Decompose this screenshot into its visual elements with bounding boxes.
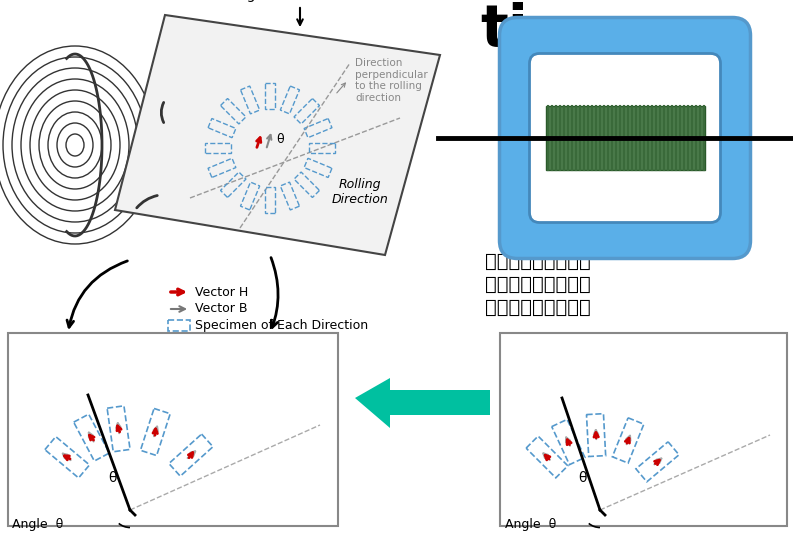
- Text: Vector H: Vector H: [195, 286, 248, 299]
- Bar: [168, 320, 190, 331]
- Text: 磁束密度と磁界強度: 磁束密度と磁界強度: [485, 275, 591, 294]
- Text: Angle  θ: Angle θ: [505, 518, 556, 531]
- Polygon shape: [355, 378, 490, 428]
- Text: ベクトル: ベクトル: [245, 403, 298, 423]
- Text: Rolling
Direction: Rolling Direction: [331, 178, 389, 206]
- Bar: [8, 333, 338, 526]
- FancyBboxPatch shape: [530, 53, 721, 223]
- Text: Vector B: Vector B: [195, 302, 247, 316]
- Text: Specimen of Each Direction: Specimen of Each Direction: [195, 319, 368, 333]
- Text: 単板磁気測定器では: 単板磁気測定器では: [485, 252, 591, 271]
- Text: θ: θ: [108, 471, 117, 485]
- Text: Direction
perpendicular
to the rolling
direction: Direction perpendicular to the rolling d…: [355, 58, 427, 103]
- Text: 大きさの関係を計測: 大きさの関係を計測: [485, 298, 591, 317]
- FancyBboxPatch shape: [500, 18, 750, 258]
- Polygon shape: [115, 15, 440, 255]
- Text: ti: ti: [480, 2, 528, 59]
- Text: 的な関係: 的な関係: [245, 423, 298, 443]
- Text: 実際は: 実際は: [245, 383, 285, 403]
- Text: θ: θ: [578, 471, 587, 485]
- Text: Angle  θ: Angle θ: [12, 518, 63, 531]
- Text: Magnetic Steel Sheet: Magnetic Steel Sheet: [226, 0, 374, 2]
- Bar: [546, 106, 704, 170]
- Text: E図．６: E図．６: [508, 515, 538, 528]
- Bar: [500, 333, 787, 526]
- Text: θ: θ: [276, 133, 284, 146]
